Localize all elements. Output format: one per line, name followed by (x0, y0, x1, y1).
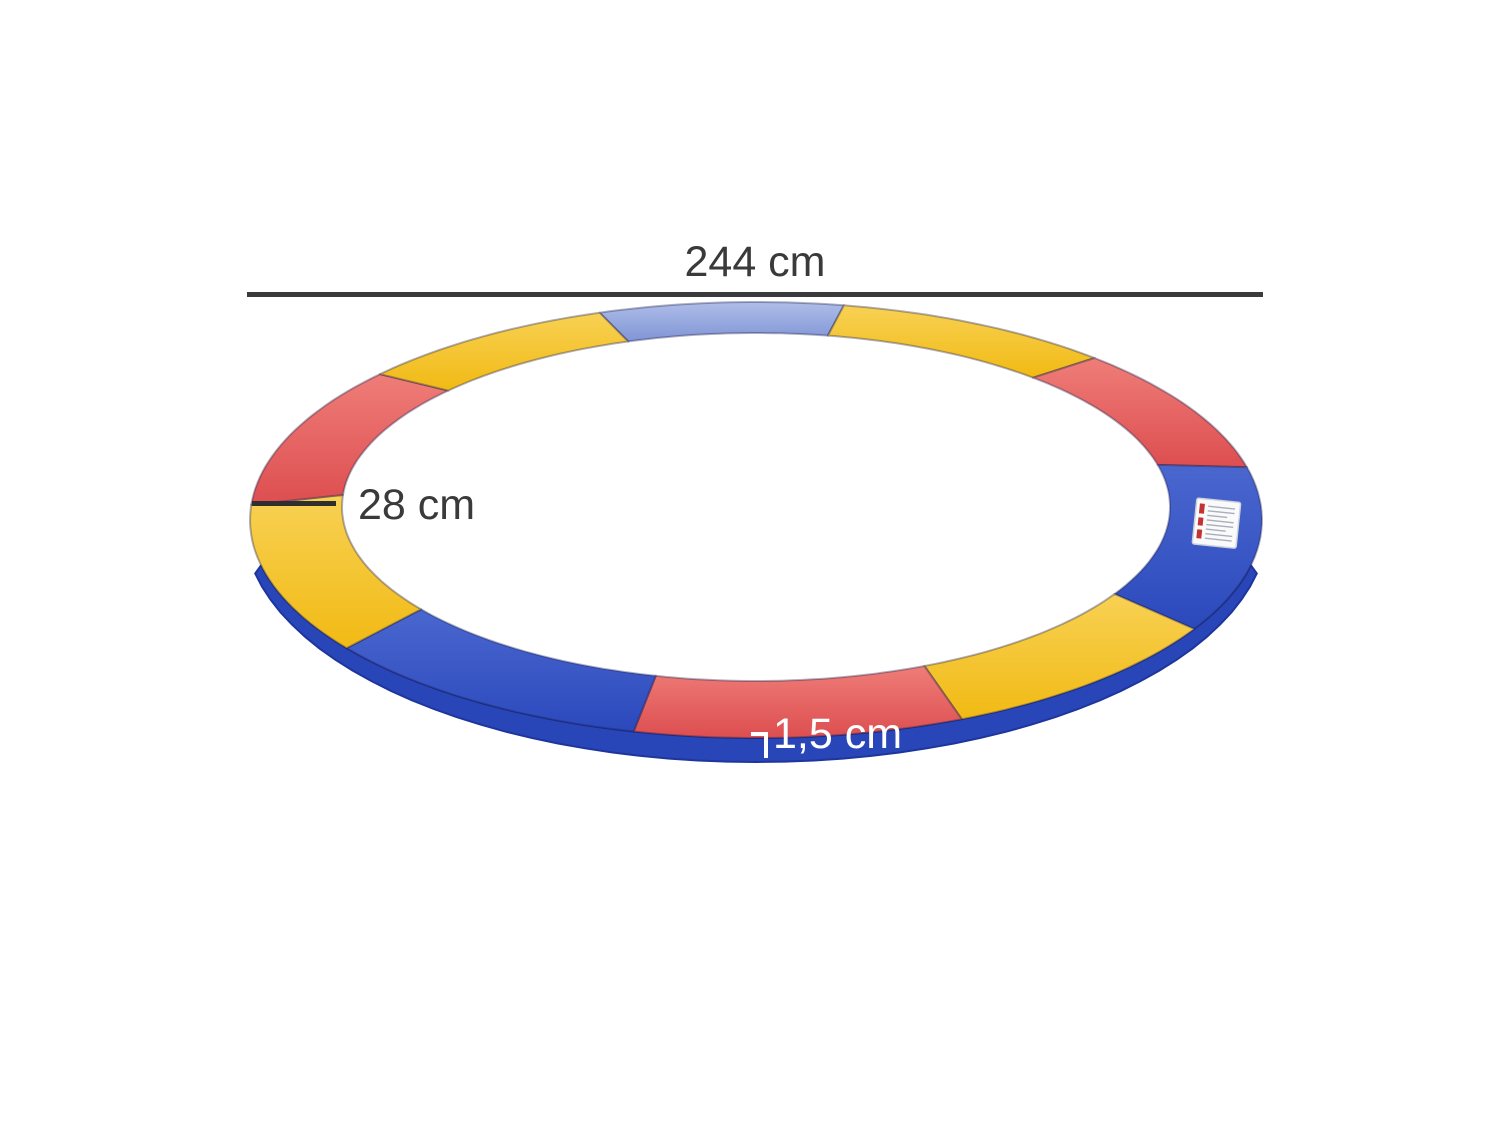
thickness-dimension-tick (764, 732, 768, 758)
thickness-dimension-tick-foot (751, 732, 765, 736)
care-label-text-line (1208, 505, 1236, 510)
pad-width-label: 28 cm (358, 481, 476, 529)
care-label-text-line (1207, 510, 1235, 515)
pad-segment-blue-top (598, 301, 845, 343)
pad-segment-red-upper-right (1032, 357, 1248, 469)
care-label (1191, 497, 1242, 549)
care-label-text-line (1206, 523, 1234, 529)
care-label-red-mark (1198, 503, 1205, 514)
care-label-text-line (1207, 514, 1228, 519)
care-label-text-line (1204, 537, 1232, 542)
care-label-red-mark (1197, 517, 1204, 526)
care-label-red-mark (1196, 529, 1203, 539)
care-label-text-line (1206, 519, 1234, 524)
care-label-text-line (1205, 532, 1233, 538)
diameter-label: 244 cm (684, 238, 826, 286)
care-label-text-line (1205, 528, 1226, 532)
diameter-dimension-line (247, 292, 1263, 297)
thickness-label: 1,5 cm (773, 710, 903, 758)
pad-width-dimension-line (252, 501, 336, 506)
pad-segment-yellow-top-right (826, 304, 1096, 379)
pad-segment-yellow-top-left (379, 311, 630, 392)
